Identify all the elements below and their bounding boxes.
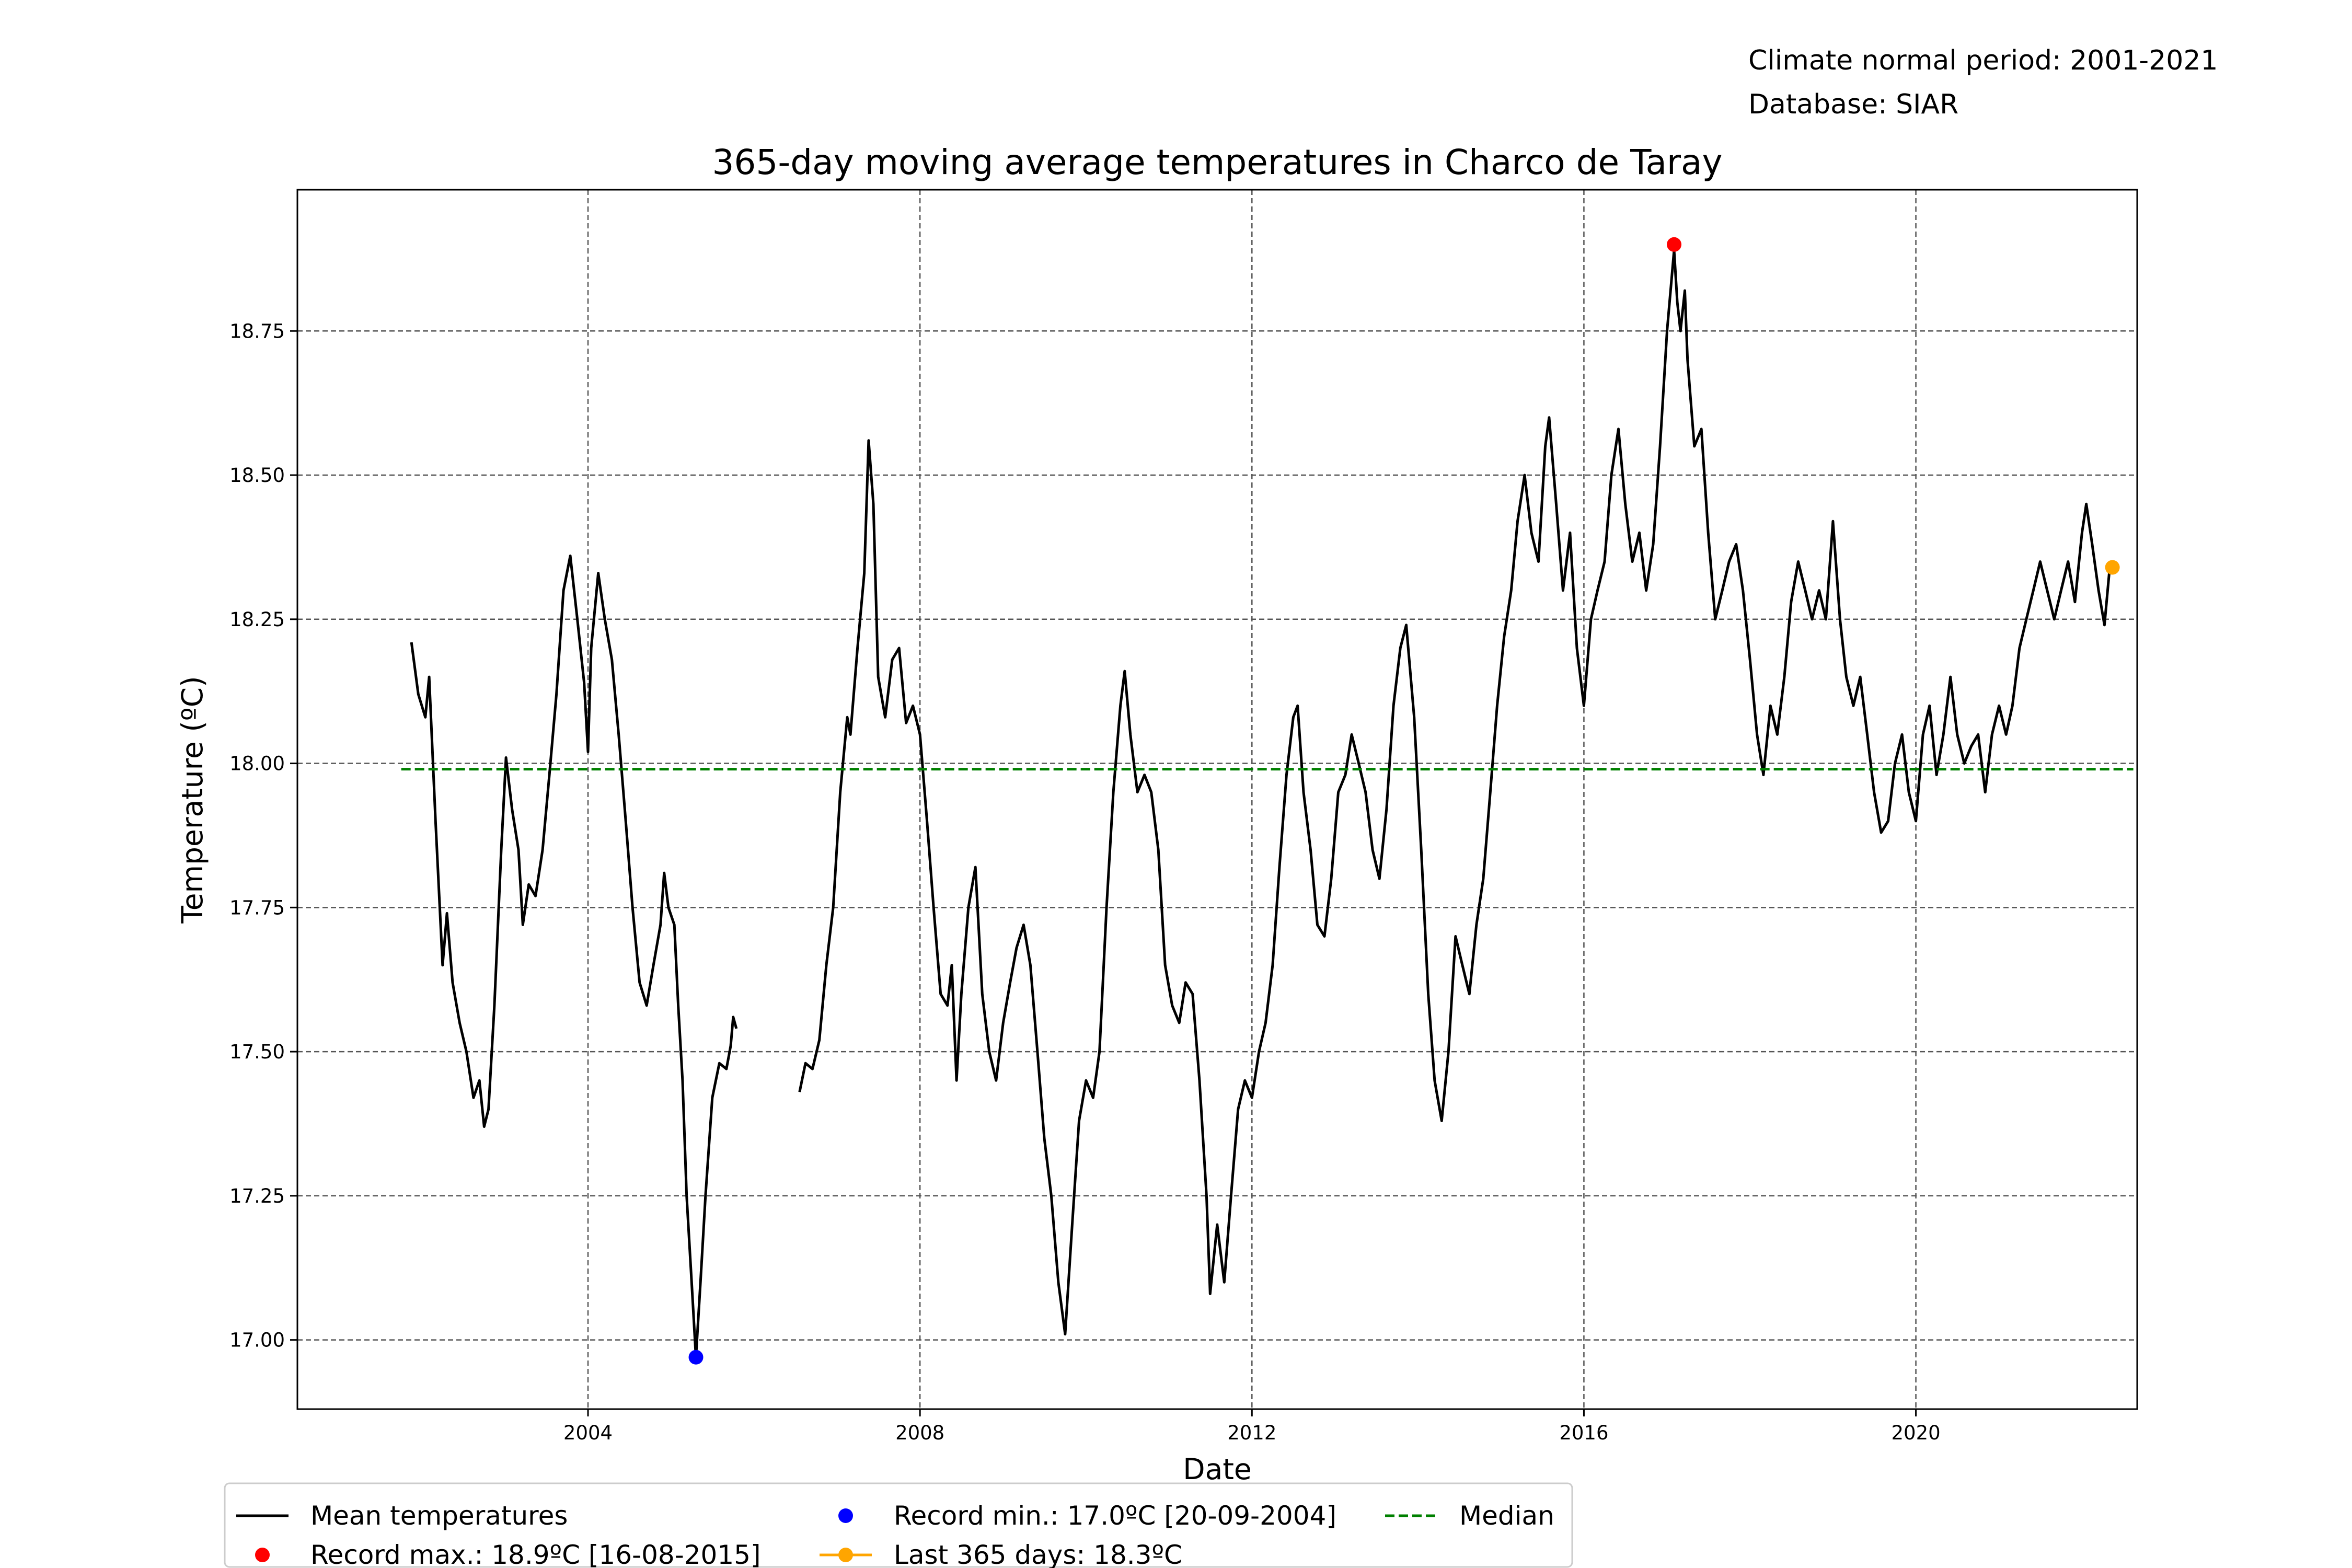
mean-temperature-line — [798, 249, 2114, 1336]
legend-label: Median — [1459, 1501, 1554, 1531]
legend: Mean temperatures Record max.: 18.9ºC [16… — [224, 1482, 1573, 1568]
last-365-point — [2105, 560, 2120, 575]
axis-ticks: 2004 2008 2012 2016 2020 17.00 17.25 17.50 17.75… — [229, 320, 1941, 1444]
legend-item: Last 365 days: 18.3ºC — [820, 1540, 1182, 1568]
legend-label: Record max.: 18.9ºC [16-08-2015] — [310, 1540, 761, 1568]
x-tick-label: 2016 — [1559, 1422, 1608, 1444]
y-axis-label: Temperature (ºC) — [176, 676, 209, 924]
y-tick-label: 18.50 — [229, 464, 285, 487]
mean-temperature-line — [410, 555, 738, 1359]
legend-label: Mean temperatures — [310, 1501, 568, 1531]
x-tick-label: 2020 — [1891, 1422, 1940, 1444]
chart-title: 365-day moving average temperatures in C… — [712, 142, 1722, 182]
y-tick-label: 17.50 — [229, 1041, 285, 1063]
database-note: Database: SIAR — [1748, 89, 1958, 120]
y-tick-label: 18.25 — [229, 608, 285, 631]
climate-period-note: Climate normal period: 2001-2021 — [1748, 45, 2218, 76]
plot-lines — [401, 249, 2134, 1359]
legend-item: Record min.: 17.0ºC [20-09-2004] — [838, 1501, 1336, 1531]
record-max-point — [1667, 237, 1682, 252]
legend-dot-swatch — [838, 1508, 853, 1523]
plot-points — [688, 237, 2120, 1365]
legend-item: Record max.: 18.9ºC [16-08-2015] — [255, 1540, 761, 1568]
x-axis-label: Date — [1183, 1452, 1251, 1486]
legend-item: Median — [1385, 1501, 1554, 1531]
legend-label: Last 365 days: 18.3ºC — [894, 1540, 1182, 1568]
y-tick-label: 17.75 — [229, 896, 285, 919]
legend-frame — [224, 1482, 1573, 1568]
legend-dot-swatch — [838, 1548, 853, 1562]
legend-label: Record min.: 17.0ºC [20-09-2004] — [894, 1501, 1336, 1531]
y-tick-label: 18.75 — [229, 320, 285, 342]
x-tick-label: 2012 — [1227, 1422, 1276, 1444]
x-tick-label: 2008 — [895, 1422, 944, 1444]
y-tick-label: 17.00 — [229, 1329, 285, 1352]
legend-dot-swatch — [255, 1548, 270, 1562]
y-tick-label: 17.25 — [229, 1185, 285, 1207]
plot-frame — [296, 189, 2138, 1410]
y-tick-label: 18.00 — [229, 753, 285, 775]
x-tick-label: 2004 — [563, 1422, 613, 1444]
grid — [297, 190, 2137, 1409]
legend-item: Mean temperatures — [236, 1501, 568, 1531]
record-min-point — [688, 1350, 704, 1365]
